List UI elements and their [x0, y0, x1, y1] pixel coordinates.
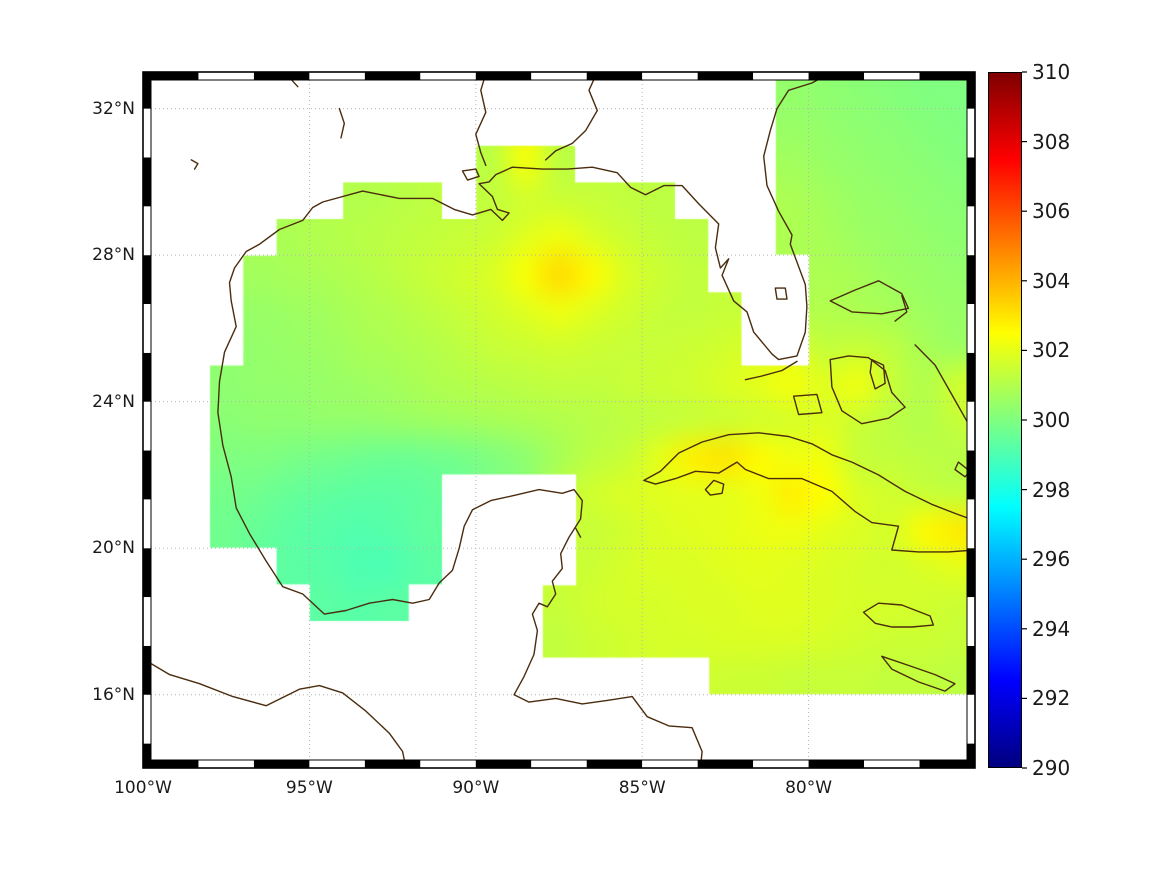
- coastline-cozumel: [574, 527, 582, 538]
- sst-heatmap-canvas: [143, 72, 975, 768]
- x-tick-label: 90°W: [452, 778, 500, 798]
- colorbar-tick-label: 296: [1032, 547, 1071, 572]
- coastline-lake-okeechobee: [774, 287, 788, 300]
- y-tick-label: 20°N: [92, 538, 135, 559]
- colorbar-ticks: [1022, 71, 1027, 769]
- coastline-pedro-bank: [881, 655, 956, 692]
- coastline-jamaica: [862, 602, 935, 628]
- coastlines: [143, 72, 975, 768]
- coastline-lake-pontchartrain: [461, 168, 480, 181]
- colorbar-gradient: [988, 72, 1022, 768]
- coastline-abaco: [894, 294, 908, 322]
- colorbar-tick-label: 304: [1032, 268, 1071, 293]
- y-tick-label: 28°N: [92, 245, 135, 266]
- colorbar-tick-label: 298: [1032, 477, 1071, 502]
- coastline-andros: [869, 358, 886, 390]
- y-tick-label: 24°N: [92, 391, 135, 412]
- coastline-cay-sal-bank: [792, 393, 823, 416]
- gridlines: [143, 72, 975, 768]
- colorbar-tick-label: 310: [1032, 60, 1071, 84]
- colorbar-tick-label: 294: [1032, 616, 1071, 641]
- x-tick-label: 95°W: [285, 778, 333, 798]
- y-tick-label: 32°N: [92, 98, 135, 119]
- coastline-isla-de-la-juventud: [704, 479, 725, 496]
- coastline-alabama-river: [545, 72, 599, 161]
- coastline-mexico-pacific: [143, 658, 407, 768]
- x-tick-label: 85°W: [618, 778, 666, 798]
- colorbar-tick-label: 300: [1032, 408, 1071, 432]
- colorbar-tick-label: 308: [1032, 129, 1071, 154]
- colorbar-tick-label: 290: [1032, 756, 1071, 780]
- coastline-little-bahama-bank: [829, 280, 910, 315]
- y-tick-label: 16°N: [92, 684, 135, 705]
- coastline-texas-lake-2: [338, 107, 345, 139]
- coastline-pearl-river: [475, 72, 488, 167]
- coastline-texas-lake-1: [190, 159, 199, 170]
- coastline-us-atlantic-gulf-mexico-central-america: [217, 72, 834, 768]
- coastline-cuba: [643, 432, 975, 553]
- x-tick-label: 80°W: [785, 778, 833, 798]
- coastline-southern-bahamas: [954, 461, 971, 478]
- map-frame: [142, 71, 976, 769]
- colorbar-tick-label: 302: [1032, 338, 1071, 363]
- coastline-texas-lake-3: [290, 78, 299, 88]
- x-tick-label: 100°W: [114, 778, 172, 798]
- colorbar-tick-label: 292: [1032, 686, 1071, 711]
- coastline-great-bahama-bank: [829, 355, 906, 425]
- colorbar-tick-label: 306: [1032, 199, 1071, 224]
- coastline-florida-keys: [744, 360, 798, 381]
